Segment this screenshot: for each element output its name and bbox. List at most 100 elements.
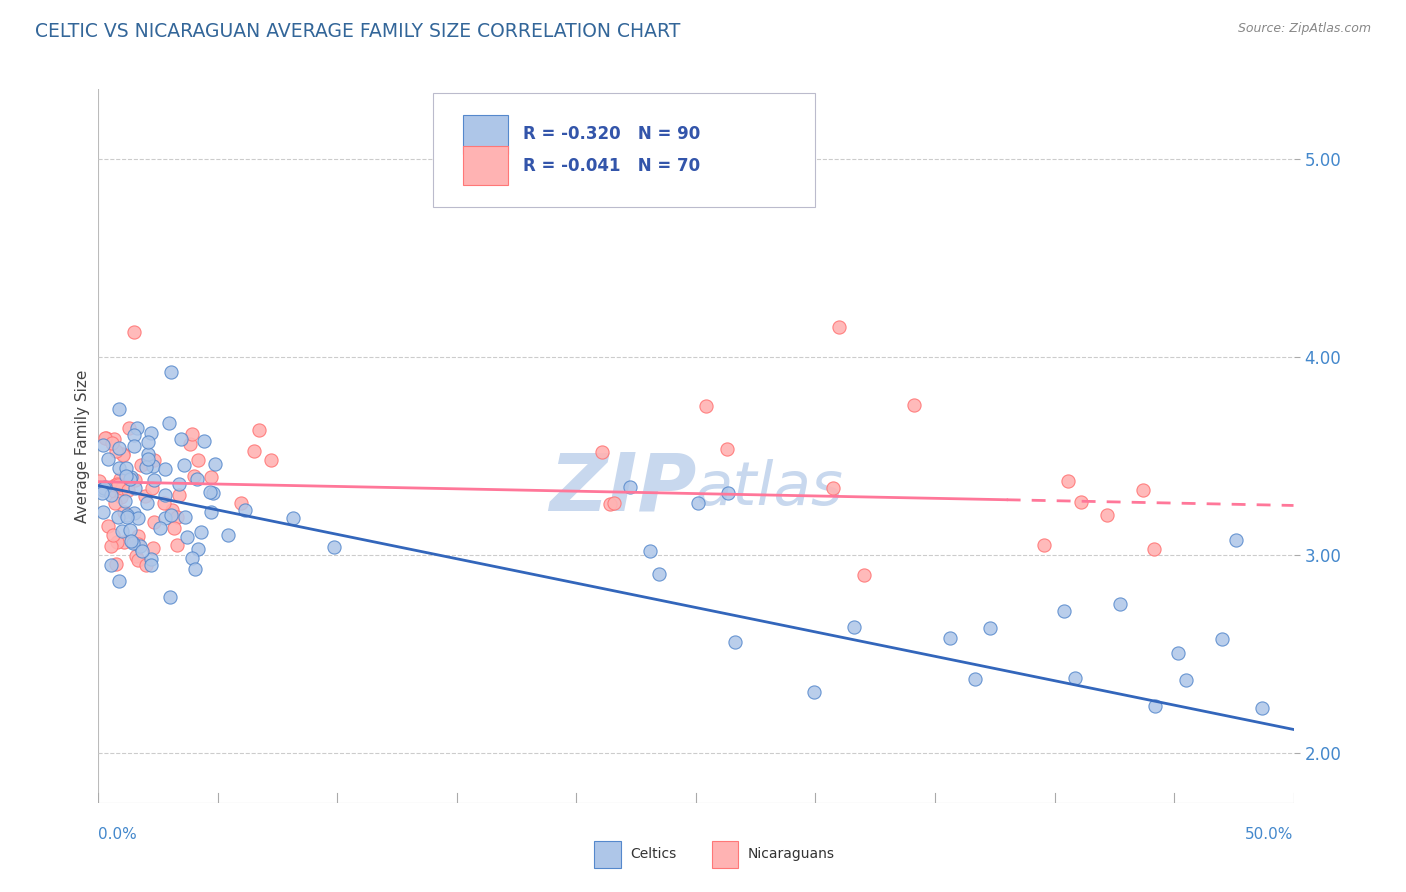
Point <box>183 469 205 483</box>
Point <box>142 458 165 473</box>
Point <box>112 505 135 519</box>
Point <box>143 453 166 467</box>
Point <box>180 426 202 441</box>
Point <box>1251 701 1274 715</box>
Point <box>717 486 740 500</box>
Point <box>686 496 709 510</box>
Text: 0.0%: 0.0% <box>98 827 138 841</box>
Point <box>1109 598 1132 612</box>
Point <box>91 438 114 452</box>
Point <box>135 459 157 474</box>
Point <box>111 481 134 495</box>
Point <box>821 482 844 496</box>
Point <box>127 421 149 435</box>
Point <box>648 566 671 581</box>
Point <box>100 488 122 502</box>
Point <box>124 439 146 453</box>
Point <box>159 590 181 604</box>
Point <box>112 535 135 549</box>
Point <box>243 443 266 458</box>
Point <box>118 421 141 435</box>
Point <box>828 320 851 334</box>
Point <box>120 534 142 549</box>
Point <box>93 481 115 495</box>
Point <box>903 398 925 412</box>
Point <box>124 473 146 487</box>
Point <box>198 485 221 500</box>
Point <box>842 619 865 633</box>
Point <box>716 442 738 457</box>
Point <box>108 472 131 486</box>
Text: Source: ZipAtlas.com: Source: ZipAtlas.com <box>1237 22 1371 36</box>
Point <box>853 567 876 582</box>
Point <box>136 496 159 510</box>
Point <box>115 469 138 483</box>
Point <box>97 452 120 467</box>
Point <box>695 399 717 413</box>
Point <box>260 453 283 467</box>
Point <box>115 509 138 524</box>
Point <box>173 458 195 473</box>
Point <box>104 496 127 510</box>
Point <box>591 445 613 459</box>
FancyBboxPatch shape <box>595 840 620 868</box>
Point <box>142 541 165 556</box>
Point <box>157 416 180 430</box>
Point <box>938 632 960 646</box>
Point <box>136 434 159 449</box>
Text: atlas: atlas <box>696 459 844 518</box>
Point <box>155 462 177 476</box>
Point <box>167 477 190 491</box>
FancyBboxPatch shape <box>711 840 738 868</box>
Point <box>115 508 138 522</box>
Point <box>281 510 304 524</box>
Point <box>108 574 131 589</box>
Point <box>107 461 129 475</box>
Text: ZIP: ZIP <box>548 450 696 528</box>
Point <box>640 544 662 558</box>
Point <box>160 508 183 522</box>
Point <box>105 534 128 549</box>
Point <box>166 538 188 552</box>
Point <box>122 506 145 520</box>
Point <box>200 470 222 484</box>
Point <box>104 478 127 492</box>
Point <box>103 432 125 446</box>
Point <box>1033 538 1056 552</box>
Point <box>90 485 112 500</box>
Point <box>1056 474 1078 488</box>
Point <box>101 436 124 450</box>
Point <box>176 529 198 543</box>
Point <box>129 458 152 473</box>
Point <box>149 521 172 535</box>
Point <box>217 528 239 542</box>
Point <box>120 472 142 486</box>
Point <box>103 483 125 498</box>
FancyBboxPatch shape <box>463 114 509 153</box>
Point <box>231 496 253 510</box>
Point <box>120 523 142 537</box>
Point <box>142 515 165 529</box>
Point <box>1064 671 1087 685</box>
Point <box>190 525 212 540</box>
Text: Celtics: Celtics <box>630 847 676 861</box>
Point <box>111 447 134 461</box>
Point <box>1143 699 1166 714</box>
Point <box>247 424 270 438</box>
Point <box>91 505 114 519</box>
Point <box>138 448 160 462</box>
Point <box>107 477 129 491</box>
Point <box>142 473 165 487</box>
Point <box>187 453 209 467</box>
Point <box>100 540 122 554</box>
Point <box>1095 508 1118 522</box>
Point <box>181 551 204 566</box>
Point <box>619 480 641 494</box>
Point <box>105 444 128 458</box>
Point <box>200 505 222 519</box>
Point <box>1132 483 1154 497</box>
Point <box>1143 542 1166 557</box>
Point <box>122 325 145 339</box>
Point <box>108 401 131 416</box>
Text: Nicaraguans: Nicaraguans <box>748 847 834 861</box>
